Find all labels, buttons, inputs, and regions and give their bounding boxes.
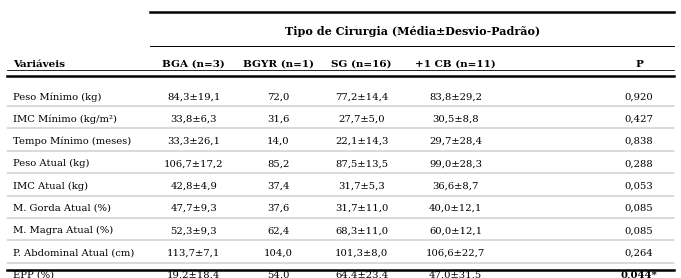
Text: 83,8±29,2: 83,8±29,2 [429,92,482,101]
Text: 47,7±9,3: 47,7±9,3 [170,204,217,213]
Text: IMC Mínimo (kg/m²): IMC Mínimo (kg/m²) [14,114,118,124]
Text: 64,4±23,4: 64,4±23,4 [335,271,388,278]
Text: 0,053: 0,053 [624,182,654,191]
Text: M. Magra Atual (%): M. Magra Atual (%) [14,226,114,235]
Text: 52,3±9,3: 52,3±9,3 [170,226,217,235]
Text: 19,2±18,4: 19,2±18,4 [167,271,221,278]
Text: M. Gorda Atual (%): M. Gorda Atual (%) [14,204,112,213]
Text: 101,3±8,0: 101,3±8,0 [335,249,388,258]
Text: 14,0: 14,0 [267,137,289,146]
Text: P: P [635,59,643,69]
Text: 68,3±11,0: 68,3±11,0 [335,226,388,235]
Text: 106,7±17,2: 106,7±17,2 [164,159,223,168]
Text: 37,4: 37,4 [267,182,289,191]
Text: 85,2: 85,2 [267,159,289,168]
Text: 77,2±14,4: 77,2±14,4 [335,92,388,101]
Text: 87,5±13,5: 87,5±13,5 [335,159,388,168]
Text: Peso Atual (kg): Peso Atual (kg) [14,159,90,168]
Text: Peso Mínimo (kg): Peso Mínimo (kg) [14,92,102,101]
Text: 47,0±31,5: 47,0±31,5 [429,271,482,278]
Text: 29,7±28,4: 29,7±28,4 [429,137,482,146]
Text: 31,7±5,3: 31,7±5,3 [338,182,385,191]
Text: 99,0±28,3: 99,0±28,3 [429,159,482,168]
Text: 40,0±12,1: 40,0±12,1 [429,204,482,213]
Text: 54,0: 54,0 [267,271,289,278]
Text: 30,5±8,8: 30,5±8,8 [432,115,479,124]
Text: 0,838: 0,838 [624,137,654,146]
Text: P. Abdominal Atual (cm): P. Abdominal Atual (cm) [14,249,135,258]
Text: 0,044*: 0,044* [621,271,658,278]
Text: 113,7±7,1: 113,7±7,1 [167,249,221,258]
Text: 72,0: 72,0 [267,92,289,101]
Text: 0,264: 0,264 [624,249,654,258]
Text: 0,920: 0,920 [624,92,654,101]
Text: 0,427: 0,427 [624,115,654,124]
Text: 0,085: 0,085 [624,204,654,213]
Text: Variáveis: Variáveis [14,59,65,69]
Text: EPP (%): EPP (%) [14,271,54,278]
Text: 33,3±26,1: 33,3±26,1 [167,137,220,146]
Text: BGYR (n=1): BGYR (n=1) [242,59,313,69]
Text: 37,6: 37,6 [267,204,289,213]
Text: 106,6±22,7: 106,6±22,7 [426,249,486,258]
Text: 60,0±12,1: 60,0±12,1 [429,226,482,235]
Text: 0,288: 0,288 [624,159,654,168]
Text: 31,7±11,0: 31,7±11,0 [335,204,388,213]
Text: 84,3±19,1: 84,3±19,1 [167,92,221,101]
Text: 22,1±14,3: 22,1±14,3 [335,137,388,146]
Text: SG (n=16): SG (n=16) [331,59,392,69]
Text: 31,6: 31,6 [267,115,289,124]
Text: 36,6±8,7: 36,6±8,7 [432,182,479,191]
Text: 104,0: 104,0 [264,249,293,258]
Text: Tipo de Cirurgia (Média±Desvio-Padrão): Tipo de Cirurgia (Média±Desvio-Padrão) [285,26,540,37]
Text: 27,7±5,0: 27,7±5,0 [338,115,385,124]
Text: Tempo Mínimo (meses): Tempo Mínimo (meses) [14,137,131,146]
Text: BGA (n=3): BGA (n=3) [162,59,225,69]
Text: 62,4: 62,4 [267,226,289,235]
Text: 42,8±4,9: 42,8±4,9 [170,182,217,191]
Text: 0,085: 0,085 [624,226,654,235]
Text: +1 CB (n=11): +1 CB (n=11) [415,59,496,69]
Text: IMC Atual (kg): IMC Atual (kg) [14,182,89,191]
Text: 33,8±6,3: 33,8±6,3 [170,115,217,124]
